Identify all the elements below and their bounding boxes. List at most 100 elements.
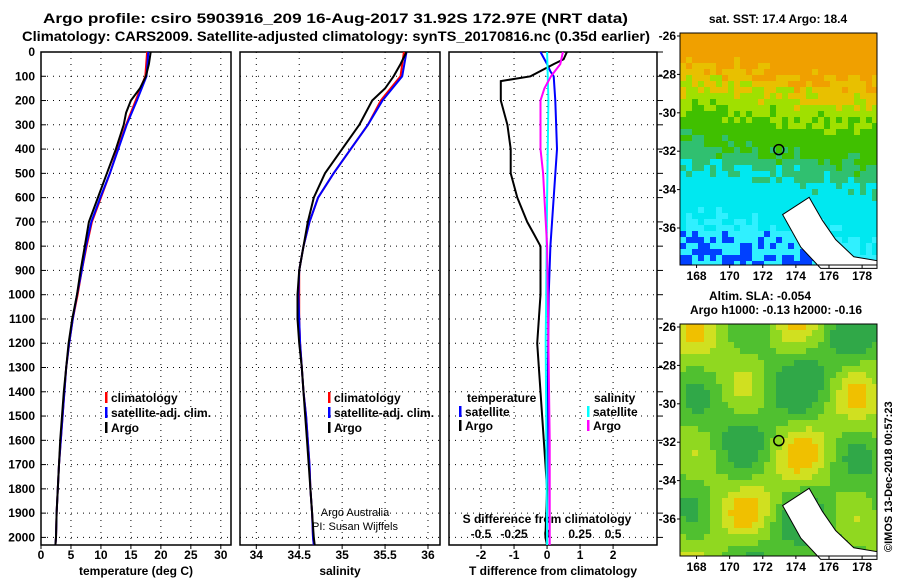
map-cell [752,219,758,225]
map-cell [746,189,752,195]
map-cell [842,336,848,342]
map-cell [854,231,860,237]
map-cell [776,486,782,492]
map-cell [728,243,734,249]
map-cell [770,123,776,129]
depth-tick-label: 700 [15,215,35,229]
map-cell [764,348,770,354]
map-cell [776,384,782,390]
map-cell [728,468,734,474]
map-cell [734,480,740,486]
map-cell [824,129,830,135]
profile-panel-2: 34 34.5 35 35.5 36salinityclimatologysatelli… [239,51,441,578]
map-cell [698,243,704,249]
map-cell [770,243,776,249]
map-cell [716,414,722,420]
map-cell [710,243,716,249]
lat-tick-label: -28 [659,358,677,372]
map-cell [734,366,740,372]
map-cell [788,255,794,261]
map-cell [680,342,686,348]
map-cell [758,468,764,474]
legend-swatch [105,407,108,418]
map-cell [698,51,704,57]
map-cell [836,63,842,69]
map-cell [800,39,806,45]
map-cell [746,69,752,75]
map-cell [764,201,770,207]
map-cell [698,201,704,207]
lon-tick-label: 176 [819,560,839,574]
profile-panel-3: -2 -1 0 1 2T difference from climatology-0.5… [448,51,663,578]
map-cell [776,492,782,498]
map-cell [860,432,866,438]
map-cell [764,450,770,456]
map-cell [728,111,734,117]
map-cell [770,159,776,165]
map-cell [794,75,800,81]
map-cell [794,33,800,39]
map-cell [686,141,692,147]
map-cell [776,354,782,360]
map-cell [800,426,806,432]
map-cell [824,372,830,378]
map-cell [800,384,806,390]
map-cell [734,474,740,480]
map-cell [716,63,722,69]
legend-label: Argo [593,419,621,433]
map-cell [692,438,698,444]
map-cell [758,348,764,354]
map-cell [698,93,704,99]
map-cell [842,69,848,75]
map-cell [734,324,740,330]
map-cell [764,99,770,105]
map-cell [812,468,818,474]
map-cell [776,462,782,468]
map-cell [830,426,836,432]
map-cell [872,69,877,75]
map-cell [770,207,776,213]
map-cell [872,504,877,510]
map-cell [854,105,860,111]
map-cell [686,414,692,420]
map-cell [764,474,770,480]
map-cell [722,366,728,372]
map-cell [788,147,794,153]
map-cell [758,153,764,159]
map-cell [866,129,872,135]
map-cell [842,159,848,165]
map-cell [680,474,686,480]
map-cell [740,480,746,486]
map-cell [806,177,812,183]
map-cell [872,342,877,348]
map-cell [680,63,686,69]
map-cell [770,225,776,231]
map-cell [758,486,764,492]
map-cell [722,444,728,450]
map-cell [680,426,686,432]
map-cell [698,237,704,243]
map-cell [752,528,758,534]
map-cell [686,171,692,177]
map-cell [782,534,788,540]
map-cell [752,522,758,528]
map-cell [776,51,782,57]
map-cell [788,63,794,69]
map-cell [842,81,848,87]
x-axis-label: temperature (deg C) [79,564,193,578]
map-cell [704,456,710,462]
lon-tick-label: 174 [786,269,806,283]
map-cell [704,75,710,81]
map-cell [860,159,866,165]
map-cell [782,93,788,99]
map-cell [704,336,710,342]
map-cell [770,231,776,237]
map-cell [686,342,692,348]
map-cell [692,534,698,540]
map-cell [842,474,848,480]
map-cell [788,249,794,255]
map-cell [848,372,854,378]
map-cell [830,336,836,342]
map-cell [812,348,818,354]
map-cell [794,384,800,390]
